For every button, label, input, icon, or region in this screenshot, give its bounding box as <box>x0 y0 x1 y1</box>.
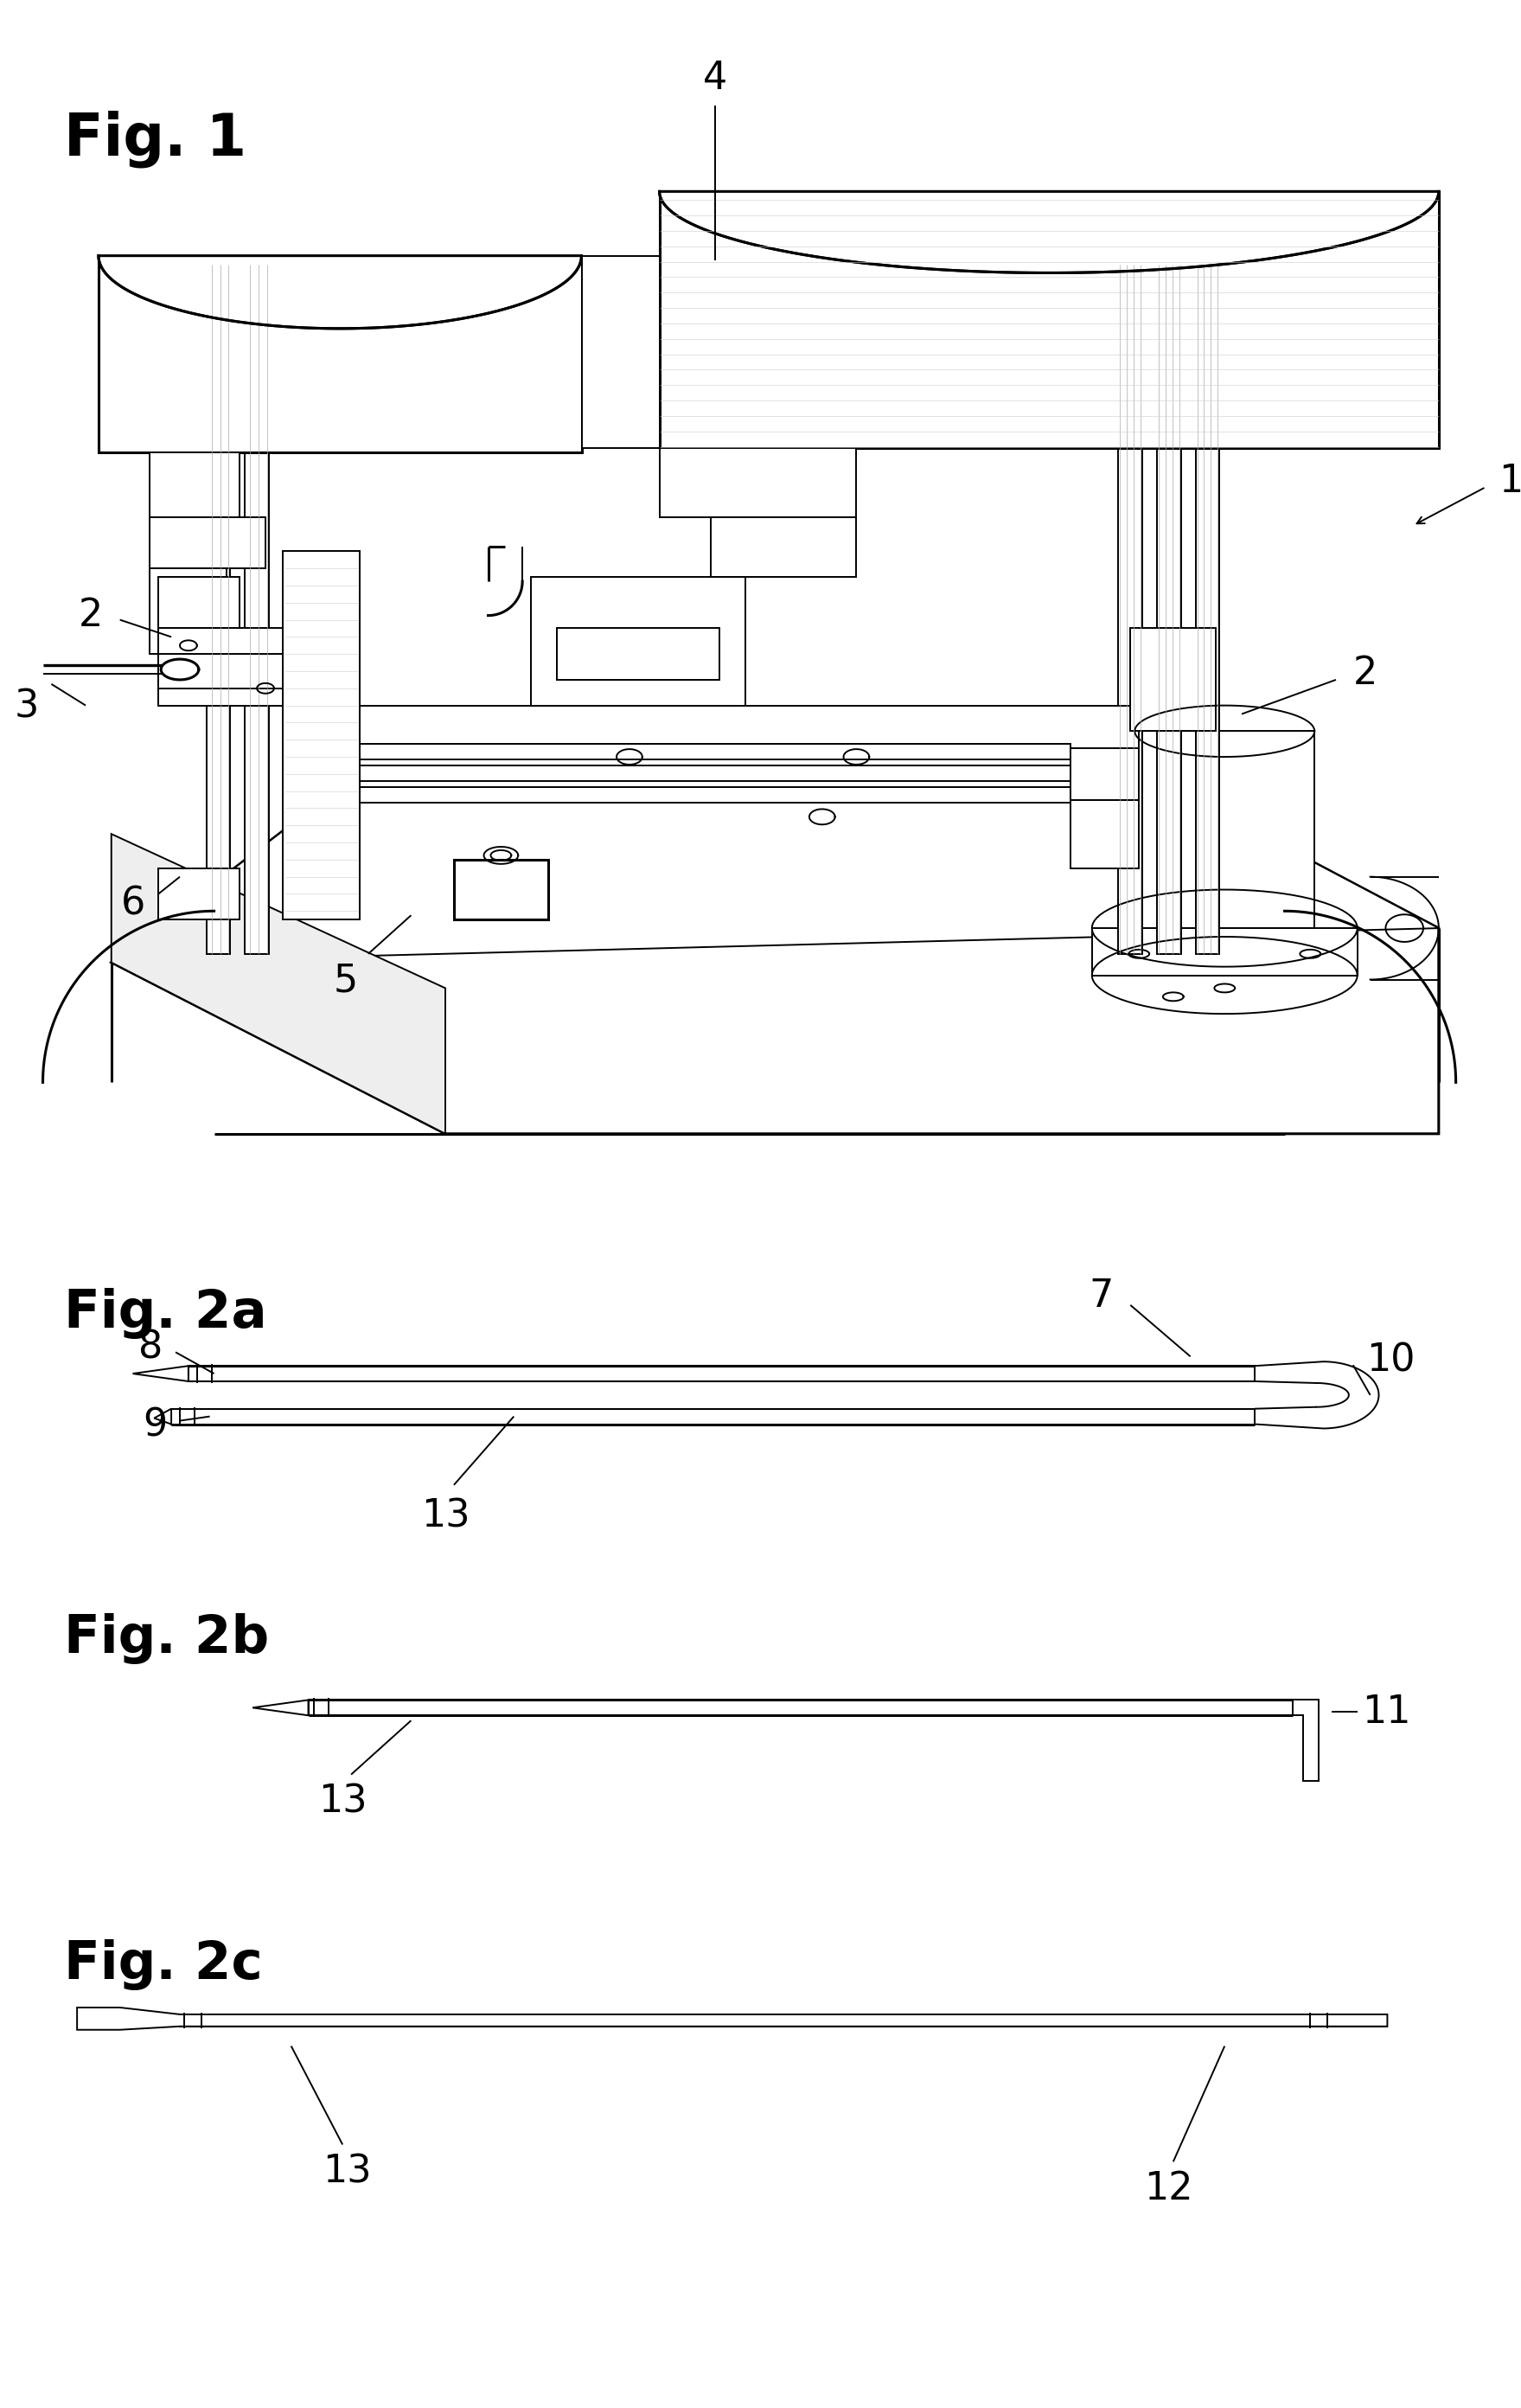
Text: Fig. 2c: Fig. 2c <box>64 1938 263 1989</box>
Text: Fig. 1: Fig. 1 <box>64 111 246 169</box>
Polygon shape <box>151 453 240 518</box>
Polygon shape <box>1092 927 1357 975</box>
Polygon shape <box>660 448 856 518</box>
Text: 10: 10 <box>1366 1341 1415 1380</box>
Polygon shape <box>158 869 240 920</box>
Polygon shape <box>179 2015 1387 2028</box>
Text: Fig. 2a: Fig. 2a <box>64 1288 268 1339</box>
Polygon shape <box>99 255 583 453</box>
Polygon shape <box>309 1700 1293 1714</box>
Polygon shape <box>132 1365 189 1382</box>
Text: 7: 7 <box>1089 1279 1113 1315</box>
Polygon shape <box>342 787 1071 802</box>
Polygon shape <box>151 568 227 655</box>
Polygon shape <box>283 706 1139 787</box>
Text: 8: 8 <box>138 1329 163 1365</box>
Polygon shape <box>557 628 719 679</box>
Text: 6: 6 <box>122 886 146 922</box>
Polygon shape <box>342 744 1071 759</box>
Polygon shape <box>531 578 745 706</box>
Polygon shape <box>158 628 283 706</box>
Polygon shape <box>1157 265 1180 954</box>
Polygon shape <box>1293 1700 1319 1780</box>
Polygon shape <box>1071 799 1139 869</box>
Polygon shape <box>1130 628 1217 732</box>
Text: 12: 12 <box>1144 2170 1194 2208</box>
Polygon shape <box>158 655 283 689</box>
Text: 2: 2 <box>1354 655 1378 694</box>
Polygon shape <box>283 551 359 920</box>
Text: 13: 13 <box>421 1498 470 1534</box>
Polygon shape <box>99 255 583 327</box>
Polygon shape <box>245 265 269 954</box>
Polygon shape <box>660 193 1439 272</box>
Text: 9: 9 <box>143 1406 167 1445</box>
Polygon shape <box>1071 749 1139 799</box>
Polygon shape <box>158 578 240 628</box>
Text: 2: 2 <box>78 597 103 633</box>
Polygon shape <box>111 833 446 1134</box>
Text: 13: 13 <box>318 1782 367 1820</box>
Polygon shape <box>1135 732 1314 927</box>
Text: 4: 4 <box>703 60 727 96</box>
Text: 11: 11 <box>1361 1693 1410 1731</box>
Polygon shape <box>710 518 856 578</box>
Polygon shape <box>207 265 230 954</box>
Polygon shape <box>342 766 1071 780</box>
Polygon shape <box>172 1409 1255 1423</box>
Polygon shape <box>154 1409 172 1423</box>
Polygon shape <box>660 193 1439 448</box>
Polygon shape <box>189 1365 1255 1382</box>
Text: 1: 1 <box>1498 462 1521 498</box>
Polygon shape <box>453 860 548 920</box>
Polygon shape <box>78 2008 1387 2030</box>
Polygon shape <box>111 766 1439 1134</box>
Polygon shape <box>111 766 1439 963</box>
Text: Fig. 2b: Fig. 2b <box>64 1613 269 1664</box>
Text: 13: 13 <box>322 2153 371 2191</box>
Polygon shape <box>1118 265 1142 954</box>
Polygon shape <box>252 1700 309 1714</box>
Polygon shape <box>583 255 660 448</box>
Polygon shape <box>151 518 266 568</box>
Text: 5: 5 <box>333 963 357 999</box>
Text: 3: 3 <box>14 689 38 725</box>
Polygon shape <box>1196 265 1220 954</box>
